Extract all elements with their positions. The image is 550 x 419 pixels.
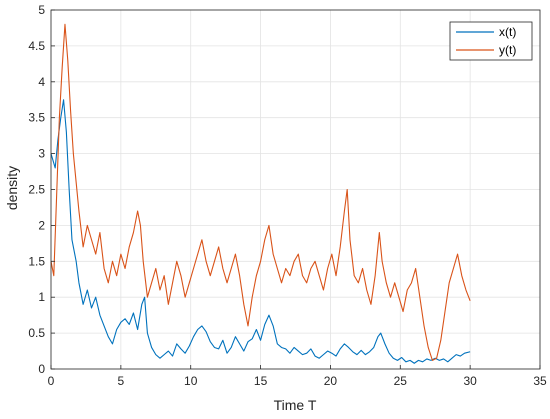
y-tick-label: 0 xyxy=(38,362,45,376)
series-line-y xyxy=(50,23,471,361)
x-tick-label: 0 xyxy=(48,374,55,388)
y-axis-label: density xyxy=(4,166,20,210)
y-tick-label: 2.5 xyxy=(28,183,45,197)
x-tick-label: 15 xyxy=(254,374,268,388)
series-layer xyxy=(50,23,471,364)
x-tick-label: 35 xyxy=(533,374,547,388)
y-tick-label: 3.5 xyxy=(28,111,45,125)
y-tick-label: 3 xyxy=(38,147,45,161)
legend-label-y: y(t) xyxy=(499,43,516,57)
legend: x(t) y(t) xyxy=(449,21,533,61)
x-tick-label: 30 xyxy=(463,374,477,388)
series-line-x xyxy=(50,99,471,364)
axis-ticks: 0 5 10 15 20 25 30 35 0 0.5 1 1.5 2 2.5 3 3.5 4 4.5 5 xyxy=(28,3,547,388)
legend-box xyxy=(449,21,533,61)
x-axis-label: Time T xyxy=(274,397,317,413)
y-tick-label: 1.5 xyxy=(28,254,45,268)
x-tick-label: 10 xyxy=(184,374,198,388)
x-tick-label: 5 xyxy=(118,374,125,388)
y-tick-label: 5 xyxy=(38,3,45,17)
legend-label-x: x(t) xyxy=(499,25,516,39)
x-tick-label: 20 xyxy=(324,374,338,388)
y-tick-label: 1 xyxy=(38,290,45,304)
y-tick-label: 2 xyxy=(38,218,45,232)
x-tick-label: 25 xyxy=(394,374,408,388)
y-tick-label: 4 xyxy=(38,75,45,89)
y-tick-label: 0.5 xyxy=(28,326,45,340)
y-tick-label: 4.5 xyxy=(28,39,45,53)
